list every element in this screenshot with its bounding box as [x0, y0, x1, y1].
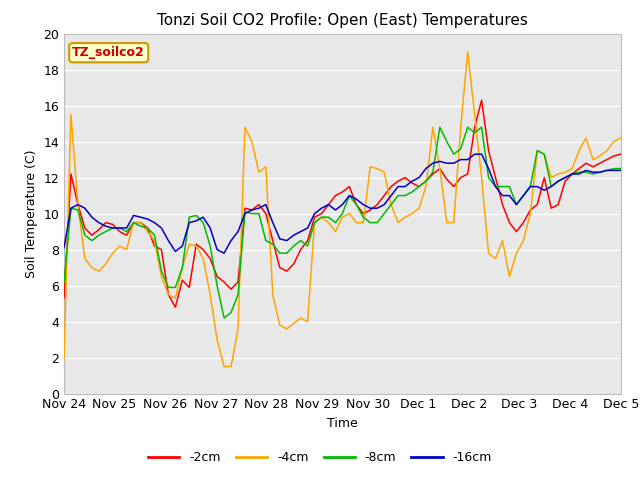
Text: TZ_soilco2: TZ_soilco2 — [72, 46, 145, 59]
Legend: -2cm, -4cm, -8cm, -16cm: -2cm, -4cm, -8cm, -16cm — [143, 446, 497, 469]
Title: Tonzi Soil CO2 Profile: Open (East) Temperatures: Tonzi Soil CO2 Profile: Open (East) Temp… — [157, 13, 528, 28]
X-axis label: Time: Time — [327, 417, 358, 430]
Y-axis label: Soil Temperature (C): Soil Temperature (C) — [25, 149, 38, 278]
